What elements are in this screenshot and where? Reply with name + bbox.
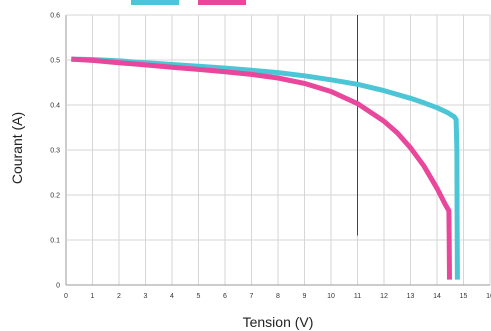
legend-swatch-2 <box>198 0 246 5</box>
series-line-2 <box>71 56 452 280</box>
x-tick-label: 10 <box>327 293 335 300</box>
series-lines <box>71 56 460 280</box>
x-tick-label: 16 <box>486 293 491 300</box>
x-tick-label: 0 <box>64 293 68 300</box>
x-tick-label: 11 <box>354 293 361 300</box>
y-tick-label: 0.1 <box>50 238 60 245</box>
grid <box>65 14 491 286</box>
y-tick-label: 0.4 <box>50 103 60 110</box>
x-tick-label: 5 <box>197 293 201 300</box>
x-tick-label: 7 <box>250 293 254 300</box>
y-tick-label: 0.5 <box>50 58 60 65</box>
x-axis-title: Tension (V) <box>243 314 314 330</box>
series-line-1 <box>71 56 460 280</box>
legend <box>131 0 246 5</box>
tick-labels: 01234567891011121314151600.10.20.30.40.5… <box>50 13 491 301</box>
x-tick-label: 3 <box>144 293 148 300</box>
x-tick-label: 14 <box>433 293 441 300</box>
x-tick-label: 9 <box>303 293 307 300</box>
x-tick-label: 1 <box>91 293 95 300</box>
y-tick-label: 0.3 <box>50 148 60 155</box>
legend-swatch-1 <box>131 0 179 5</box>
x-tick-label: 12 <box>380 293 388 300</box>
y-axis-title: Courant (A) <box>9 112 25 184</box>
x-tick-label: 8 <box>276 293 280 300</box>
x-tick-label: 13 <box>407 293 415 300</box>
x-tick-label: 4 <box>170 293 174 300</box>
y-tick-label: 0.2 <box>50 193 60 200</box>
y-tick-label: 0 <box>56 283 60 290</box>
x-tick-label: 2 <box>117 293 121 300</box>
x-tick-label: 15 <box>460 293 468 300</box>
x-tick-label: 6 <box>223 293 227 300</box>
y-tick-label: 0.6 <box>50 13 60 20</box>
